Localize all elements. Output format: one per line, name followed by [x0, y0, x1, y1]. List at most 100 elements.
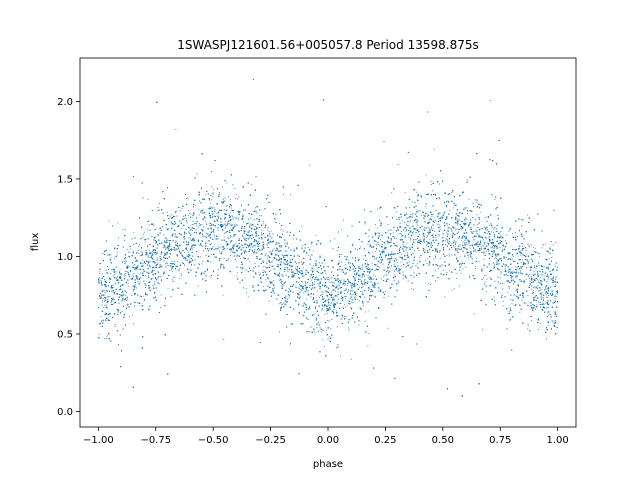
scatter-point [98, 333, 100, 335]
scatter-point [499, 234, 501, 236]
scatter-point [494, 227, 496, 229]
scatter-point [318, 285, 320, 287]
scatter-point [519, 254, 521, 256]
scatter-point [483, 244, 485, 246]
scatter-point [228, 196, 230, 198]
scatter-point [555, 285, 557, 287]
scatter-point [378, 232, 380, 234]
scatter-point [189, 259, 191, 261]
scatter-point [157, 262, 159, 264]
scatter-point [429, 239, 431, 241]
scatter-point [497, 259, 499, 261]
scatter-point [441, 236, 443, 238]
scatter-point [101, 273, 103, 275]
scatter-point [422, 233, 424, 235]
scatter-point [302, 245, 304, 247]
scatter-point [491, 227, 493, 228]
scatter-point [175, 241, 176, 243]
scatter-point [283, 193, 284, 195]
scatter-point [486, 241, 488, 243]
scatter-point [337, 250, 339, 252]
scatter-point [152, 251, 153, 253]
scatter-point [218, 259, 220, 261]
scatter-point [299, 288, 301, 290]
scatter-point [268, 278, 269, 280]
scatter-point [131, 295, 133, 296]
scatter-point [517, 268, 519, 270]
scatter-point [216, 213, 218, 214]
scatter-point [529, 246, 531, 248]
scatter-point [301, 226, 303, 227]
scatter-point [264, 270, 266, 272]
scatter-point [341, 316, 343, 318]
scatter-point [413, 250, 415, 252]
scatter-point [289, 289, 291, 291]
scatter-point [484, 232, 486, 234]
scatter-point [457, 218, 459, 220]
scatter-point [336, 310, 337, 312]
scatter-point [217, 229, 219, 231]
scatter-point [179, 210, 181, 212]
scatter-point [531, 258, 533, 260]
scatter-point [313, 278, 315, 280]
scatter-point [287, 277, 289, 279]
scatter-point [202, 261, 204, 262]
scatter-point [108, 220, 110, 222]
scatter-point [510, 307, 511, 309]
scatter-point [269, 269, 271, 271]
scatter-point [492, 268, 494, 270]
scatter-point [130, 248, 132, 250]
scatter-point [317, 282, 319, 284]
scatter-point [505, 269, 507, 271]
scatter-point [435, 237, 437, 239]
scatter-point [512, 279, 514, 281]
scatter-point [499, 277, 501, 279]
scatter-point [408, 236, 410, 238]
scatter-point [502, 300, 504, 302]
scatter-point [433, 148, 435, 150]
scatter-point [272, 249, 274, 251]
scatter-point [534, 265, 535, 266]
scatter-point [340, 297, 342, 299]
scatter-point [413, 272, 415, 274]
scatter-point [265, 279, 267, 281]
scatter-point [193, 228, 195, 230]
scatter-point [503, 264, 505, 266]
scatter-point [243, 246, 245, 248]
scatter-point [379, 253, 381, 255]
scatter-point [434, 248, 436, 249]
scatter-point [383, 274, 385, 276]
scatter-point [439, 225, 441, 227]
scatter-point [372, 287, 374, 288]
scatter-point [508, 269, 509, 271]
scatter-point [110, 301, 112, 303]
scatter-point [201, 263, 203, 265]
scatter-point [446, 272, 448, 274]
scatter-point [315, 317, 317, 319]
scatter-point [130, 303, 132, 305]
scatter-point [375, 258, 377, 260]
scatter-point [512, 233, 514, 234]
scatter-point [124, 271, 126, 273]
scatter-point [198, 208, 200, 210]
scatter-point [297, 277, 299, 278]
scatter-point [446, 206, 448, 208]
scatter-point [347, 288, 349, 290]
scatter-point [192, 221, 194, 222]
scatter-point [363, 296, 365, 298]
scatter-point [212, 214, 213, 216]
scatter-point [515, 295, 517, 297]
scatter-point [328, 276, 330, 278]
scatter-point [460, 220, 462, 222]
scatter-point [175, 129, 177, 130]
scatter-point [362, 291, 364, 293]
scatter-point [245, 288, 247, 290]
scatter-point [223, 339, 225, 340]
scatter-point [362, 303, 364, 305]
scatter-point [135, 258, 137, 260]
scatter-point [162, 246, 164, 248]
scatter-point [452, 226, 454, 228]
scatter-point [442, 269, 444, 271]
scatter-point [211, 243, 213, 245]
scatter-point [138, 244, 140, 246]
